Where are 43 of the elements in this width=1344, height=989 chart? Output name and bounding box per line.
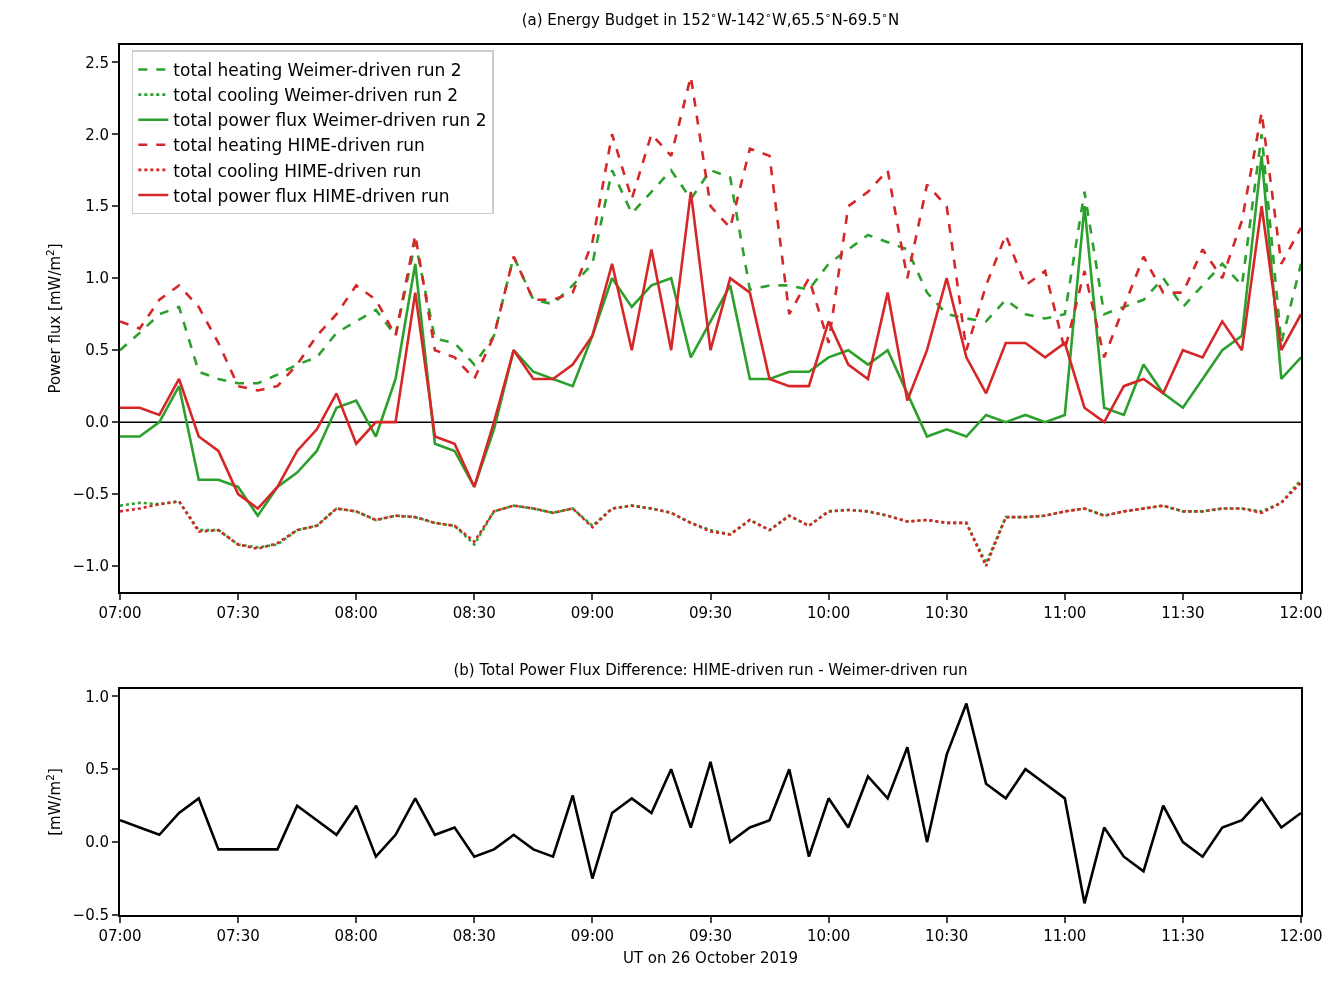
x-tick-label: 09:30 [688, 604, 733, 622]
y-tick-label: 2.5 [85, 53, 109, 72]
x-tick-label: 09:00 [570, 927, 615, 945]
x-tick-label: 11:00 [1043, 604, 1087, 622]
x-axis-title: UT on 26 October 2019 [622, 948, 799, 967]
x-tick-label: 10:00 [806, 604, 851, 622]
x-tick-label: 10:30 [925, 604, 969, 622]
x-tick-label: 11:00 [1043, 927, 1087, 945]
y-tick-label: 0.0 [85, 833, 109, 852]
legend-label: total heating HIME-driven run [173, 135, 425, 156]
y-tick-label: −1.0 [72, 557, 109, 576]
x-tick-label: 12:00 [1279, 927, 1323, 945]
x-tick-label: 10:00 [806, 927, 851, 945]
x-tick-label: 08:00 [334, 927, 378, 945]
y-tick-label: −0.5 [72, 485, 109, 504]
y-tick-label: 2.0 [85, 125, 109, 144]
y-tick-label: 1.5 [85, 197, 109, 216]
x-tick-label: 09:00 [570, 604, 615, 622]
legend-label: total cooling HIME-driven run [173, 160, 422, 181]
y-tick-label: 1.0 [85, 687, 109, 706]
y-tick-label: 0.5 [85, 341, 109, 360]
y-tick-label: 0.0 [85, 413, 109, 432]
x-tick-label: 09:30 [688, 927, 733, 945]
legend-label: total heating Weimer-driven run 2 [173, 60, 462, 81]
legend-label: total power flux HIME-driven run [173, 185, 450, 206]
x-tick-label: 07:30 [216, 604, 260, 622]
x-tick-label: 12:00 [1279, 604, 1323, 622]
y-tick-label: 0.5 [85, 760, 109, 779]
y-tick-label: −0.5 [72, 906, 109, 925]
x-tick-label: 08:30 [452, 604, 496, 622]
x-tick-label: 07:00 [98, 927, 142, 945]
chart-title: (b) Total Power Flux Difference: HIME-driven run - Weimer-driven run [453, 661, 968, 680]
x-tick-label: 08:30 [452, 927, 496, 945]
x-tick-label: 11:30 [1161, 604, 1205, 622]
y-tick-label: 1.0 [85, 269, 109, 288]
chart-title: (a) Energy Budget in 152$^{∘}$W-142$^{∘}$W,65.5$^{∘}$N-69.5$^{∘}$N [521, 8, 900, 30]
x-tick-label: 07:30 [216, 927, 260, 945]
x-tick-label: 07:00 [98, 604, 142, 622]
x-tick-label: 11:30 [1161, 927, 1205, 945]
legend-label: total power flux Weimer-driven run 2 [173, 110, 487, 131]
x-tick-label: 08:00 [334, 604, 378, 622]
x-tick-label: 10:30 [925, 927, 969, 945]
legend-label: total cooling Weimer-driven run 2 [173, 85, 459, 106]
